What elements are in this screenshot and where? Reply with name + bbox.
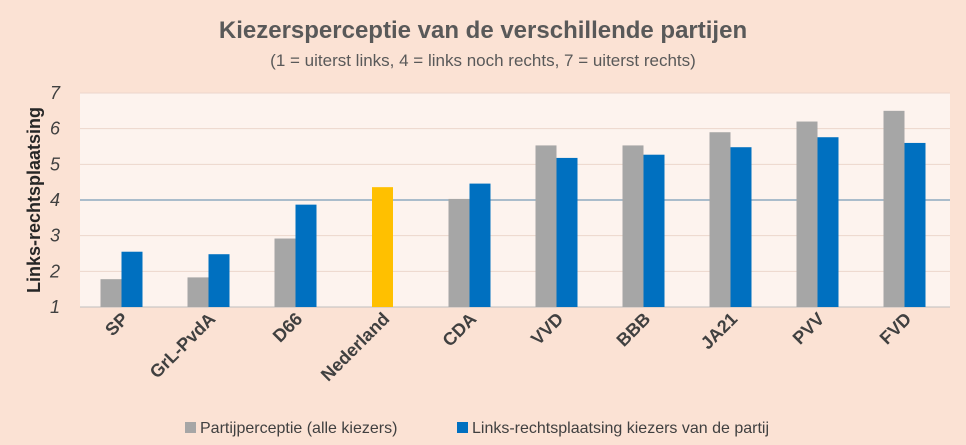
bar-FVD-partijperceptie [883, 110, 905, 307]
y-tick-label: 4 [50, 190, 60, 210]
bar-GrL-PvdA-partijperceptie [187, 277, 209, 307]
legend-label-1: Links-rechtsplaatsing kiezers van de par… [472, 420, 769, 437]
chart-subtitle: (1 = uiterst links, 4 = links noch recht… [270, 51, 696, 70]
y-tick-label: 5 [50, 154, 61, 174]
y-tick-label: 2 [49, 261, 60, 281]
bar-D66-kiezers [295, 204, 317, 307]
bar-D66-partijperceptie [274, 238, 296, 307]
bar-JA21-partijperceptie [709, 132, 731, 307]
bar-Nederland-kiezers [372, 187, 393, 307]
bar-BBB-partijperceptie [622, 145, 644, 307]
y-axis-label: Links-rechtsplaatsing [24, 107, 44, 293]
bar-CDA-kiezers [469, 183, 491, 307]
bar-SP-partijperceptie [100, 279, 122, 307]
bar-CDA-partijperceptie [448, 198, 470, 307]
legend-swatch-0 [185, 422, 196, 433]
y-axis-ticks: 1 2 3 4 5 6 7 [49, 83, 61, 317]
bar-GrL-PvdA-kiezers [208, 254, 230, 307]
y-tick-label: 1 [50, 297, 60, 317]
bar-VVD-kiezers [556, 157, 578, 307]
bar-PVV-partijperceptie [796, 121, 818, 308]
legend-swatch-1 [457, 422, 468, 433]
bar-FVD-kiezers [904, 142, 926, 307]
chart-title: Kiezersperceptie van de verschillende pa… [219, 17, 747, 44]
bar-VVD-partijperceptie [535, 145, 557, 307]
legend-label-0: Partijperceptie (alle kiezers) [200, 420, 397, 437]
y-tick-label: 3 [50, 226, 60, 246]
bar-SP-kiezers [121, 251, 143, 307]
bar-PVV-kiezers [817, 137, 839, 307]
bars [100, 110, 926, 308]
y-tick-label: 7 [50, 83, 61, 103]
bar-JA21-kiezers [730, 147, 752, 307]
y-tick-label: 6 [50, 119, 61, 139]
bar-BBB-kiezers [643, 154, 665, 307]
legend: Partijperceptie (alle kiezers) Links-rec… [185, 420, 769, 437]
